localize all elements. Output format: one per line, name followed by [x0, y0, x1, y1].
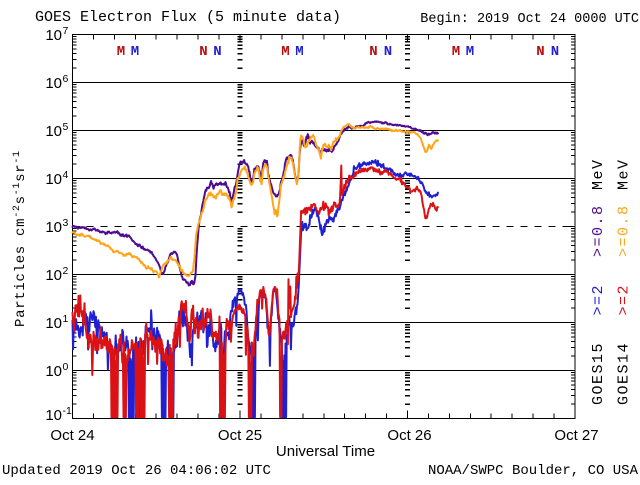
- svg-text:10: 10: [45, 75, 62, 92]
- svg-text:Oct 24: Oct 24: [50, 427, 94, 444]
- svg-text:M: M: [466, 44, 474, 60]
- svg-text:>=0.8: >=0.8: [590, 204, 607, 257]
- svg-text:M: M: [295, 44, 303, 60]
- svg-text:10: 10: [45, 407, 62, 424]
- svg-text:>=0.8: >=0.8: [616, 204, 633, 257]
- svg-text:N: N: [551, 44, 559, 60]
- svg-text:GOES14: GOES14: [616, 342, 633, 405]
- svg-text:Particles cm-2s-1sr-1: Particles cm-2s-1sr-1: [12, 150, 29, 327]
- svg-text:7: 7: [63, 25, 69, 37]
- svg-text:2: 2: [63, 265, 69, 277]
- svg-text:10: 10: [45, 315, 62, 332]
- svg-text:GOES15: GOES15: [590, 342, 607, 405]
- svg-text:0: 0: [63, 361, 69, 373]
- svg-text:5: 5: [63, 121, 69, 133]
- svg-text:10: 10: [45, 219, 62, 236]
- svg-text:NOAA/SWPC Boulder, CO USA: NOAA/SWPC Boulder, CO USA: [428, 463, 639, 479]
- svg-text:10: 10: [45, 267, 62, 284]
- svg-text:1: 1: [63, 313, 69, 325]
- svg-text:M: M: [281, 44, 289, 60]
- svg-text:>=2: >=2: [590, 284, 607, 316]
- svg-text:10: 10: [45, 27, 62, 44]
- svg-text:MeV: MeV: [590, 158, 607, 190]
- svg-text:6: 6: [63, 73, 69, 85]
- svg-text:10: 10: [45, 363, 62, 380]
- svg-text:N: N: [199, 44, 207, 60]
- svg-text:-1: -1: [63, 405, 72, 417]
- svg-text:Oct 26: Oct 26: [387, 427, 431, 444]
- svg-text:>=2: >=2: [616, 284, 633, 316]
- svg-text:GOES Electron Flux (5 minute d: GOES Electron Flux (5 minute data): [35, 9, 341, 26]
- svg-text:MeV: MeV: [616, 158, 633, 190]
- svg-text:M: M: [452, 44, 460, 60]
- svg-text:4: 4: [63, 169, 69, 181]
- svg-text:Universal Time: Universal Time: [276, 443, 375, 460]
- svg-text:N: N: [369, 44, 377, 60]
- svg-text:N: N: [536, 44, 544, 60]
- svg-text:10: 10: [45, 123, 62, 140]
- svg-text:10: 10: [45, 171, 62, 188]
- svg-text:3: 3: [63, 217, 69, 229]
- svg-text:Oct 25: Oct 25: [218, 427, 262, 444]
- svg-text:N: N: [213, 44, 221, 60]
- svg-text:M: M: [117, 44, 125, 60]
- svg-text:Updated 2019 Oct 26 04:06:02 U: Updated 2019 Oct 26 04:06:02 UTC: [2, 463, 271, 479]
- svg-text:Oct 27: Oct 27: [554, 427, 598, 444]
- svg-text:N: N: [384, 44, 392, 60]
- svg-text:Begin: 2019 Oct 24 0000 UTC: Begin: 2019 Oct 24 0000 UTC: [420, 12, 639, 27]
- svg-text:M: M: [131, 44, 139, 60]
